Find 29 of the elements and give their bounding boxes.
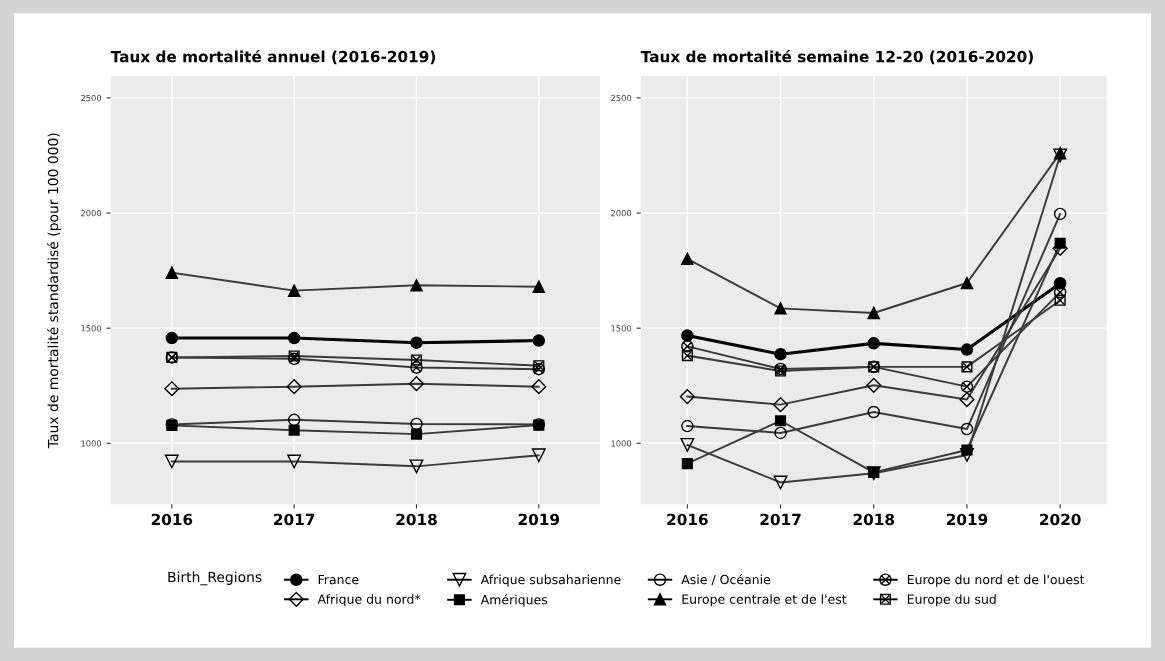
x-tick-label: 2017 xyxy=(274,513,315,526)
legend-title: Birth_Regions xyxy=(168,571,262,586)
y-tick-label: 1000 xyxy=(611,440,632,447)
y-tick-label: 2000 xyxy=(611,210,632,217)
y-axis-title: Taux de mortalité standardisé (pour 100 000) xyxy=(47,133,61,449)
x-tick-label: 2016 xyxy=(151,513,193,526)
legend-label: Amériques xyxy=(480,594,548,607)
y-tick-label: 2500 xyxy=(81,94,102,102)
x-tick-label: 2020 xyxy=(1040,513,1081,526)
y-tick-label: 2500 xyxy=(611,94,632,102)
legend-label: Afrique du nord* xyxy=(317,594,421,607)
legend-label: Afrique subsaharienne xyxy=(480,574,621,587)
x-tick-label: 2018 xyxy=(853,513,895,526)
chart-title: Taux de mortalité annuel (2016-2019) xyxy=(110,49,436,65)
x-tick-label: 2019 xyxy=(518,513,560,526)
legend-label: Asie / Océanie xyxy=(681,574,771,586)
x-tick-label: 2016 xyxy=(667,513,708,526)
x-tick-label: 2018 xyxy=(396,513,437,526)
legend-label: France xyxy=(318,574,359,585)
y-tick-label: 1500 xyxy=(81,325,102,332)
y-tick-label: 1000 xyxy=(81,440,102,447)
legend-label: Europe centrale et de l'est xyxy=(682,594,847,607)
x-tick-label: 2017 xyxy=(760,513,801,526)
y-tick-label: 2000 xyxy=(81,210,102,217)
chart-title: Taux de mortalité semaine 12-20 (2016-2020) xyxy=(640,49,1033,65)
y-tick-label: 1500 xyxy=(611,325,632,332)
legend-label: Europe du nord et de l'ouest xyxy=(907,574,1085,587)
legend-label: Europe du sud xyxy=(907,594,996,607)
x-tick-label: 2019 xyxy=(946,513,988,526)
